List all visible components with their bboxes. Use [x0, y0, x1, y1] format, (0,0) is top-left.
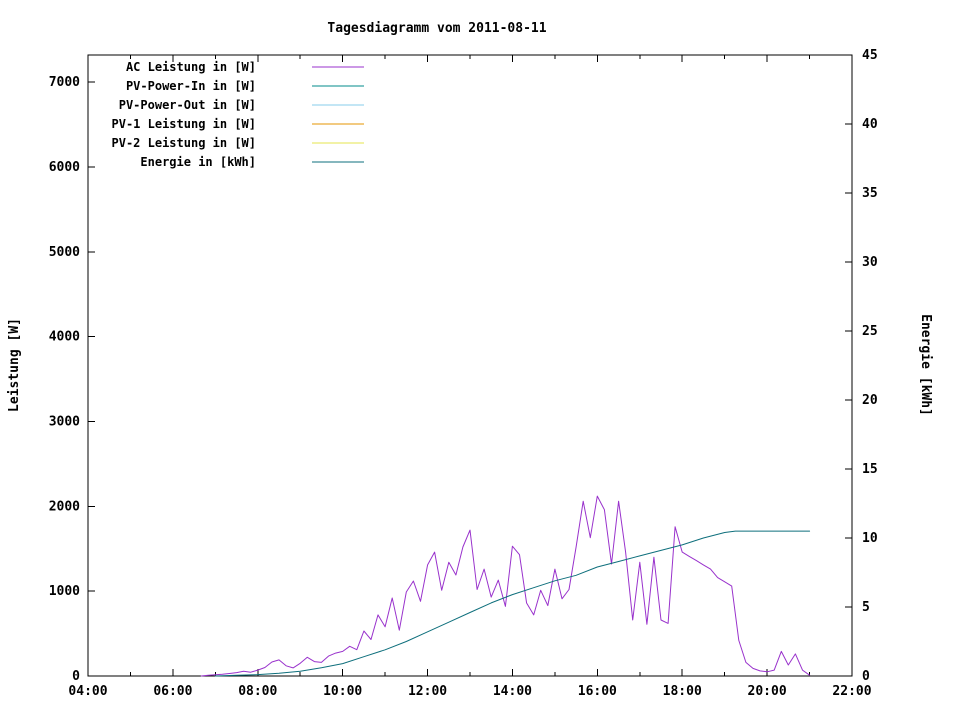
- legend-item-label: Energie in [kWh]: [140, 155, 256, 169]
- y-left-tick-label: 5000: [49, 245, 80, 260]
- legend-item: PV-Power-In in [W]: [126, 79, 364, 93]
- legend: AC Leistung in [W] PV-Power-In in [W] PV-P…: [112, 60, 364, 169]
- x-tick-label: 16:00: [578, 684, 617, 699]
- legend-item: AC Leistung in [W]: [126, 60, 364, 74]
- y-right-tick-label: 30: [862, 255, 878, 270]
- x-tick-label: 20:00: [748, 684, 787, 699]
- x-tick-label: 12:00: [408, 684, 447, 699]
- y-axis-right-label: Energie [kWh]: [918, 314, 933, 416]
- series-line-0: [200, 495, 811, 677]
- y-axis-left-label: Leistung [W]: [7, 318, 22, 412]
- x-tick-label: 18:00: [663, 684, 702, 699]
- x-tick-label: 06:00: [153, 684, 192, 699]
- legend-item-label: PV-1 Leistung in [W]: [112, 117, 257, 131]
- y-right-tick-label: 5: [862, 600, 870, 615]
- y-right-tick-label: 0: [862, 669, 870, 684]
- y-left-tick-label: 7000: [49, 75, 80, 90]
- x-tick-label: 14:00: [493, 684, 532, 699]
- legend-item: PV-2 Leistung in [W]: [112, 136, 364, 150]
- y-right-tick-label: 40: [862, 117, 878, 132]
- legend-item: PV-Power-Out in [W]: [119, 98, 364, 112]
- legend-item-label: PV-2 Leistung in [W]: [112, 136, 257, 150]
- x-tick-label: 04:00: [68, 684, 107, 699]
- legend-item-label: PV-Power-Out in [W]: [119, 98, 256, 112]
- y-right-tick-label: 20: [862, 393, 878, 408]
- y-left-tick-label: 0: [72, 669, 80, 684]
- y-right-tick-label: 25: [862, 324, 878, 339]
- y-left-tick-label: 4000: [49, 330, 80, 345]
- y-left-tick-label: 2000: [49, 499, 80, 514]
- legend-item: PV-1 Leistung in [W]: [112, 117, 364, 131]
- legend-item-label: PV-Power-In in [W]: [126, 79, 256, 93]
- y-right-tick-label: 15: [862, 462, 878, 477]
- y-right-tick-label: 35: [862, 186, 878, 201]
- y-left-tick-label: 3000: [49, 414, 80, 429]
- axis-ticks: 04:00 06:00 08:00 10:00 12:00 14:00 16:00 18:00…: [49, 48, 878, 699]
- series-line-5: [214, 530, 811, 677]
- y-left-tick-label: 6000: [49, 160, 80, 175]
- legend-item-label: AC Leistung in [W]: [126, 60, 256, 74]
- y-right-tick-label: 10: [862, 531, 878, 546]
- y-left-tick-label: 1000: [49, 584, 80, 599]
- legend-item: Energie in [kWh]: [140, 155, 364, 169]
- series-lines: [200, 495, 811, 677]
- y-right-tick-label: 45: [862, 48, 878, 63]
- chart-title: Tagesdiagramm vom 2011-08-11: [327, 21, 546, 36]
- x-tick-label: 10:00: [323, 684, 362, 699]
- x-tick-label: 22:00: [832, 684, 871, 699]
- x-tick-label: 08:00: [238, 684, 277, 699]
